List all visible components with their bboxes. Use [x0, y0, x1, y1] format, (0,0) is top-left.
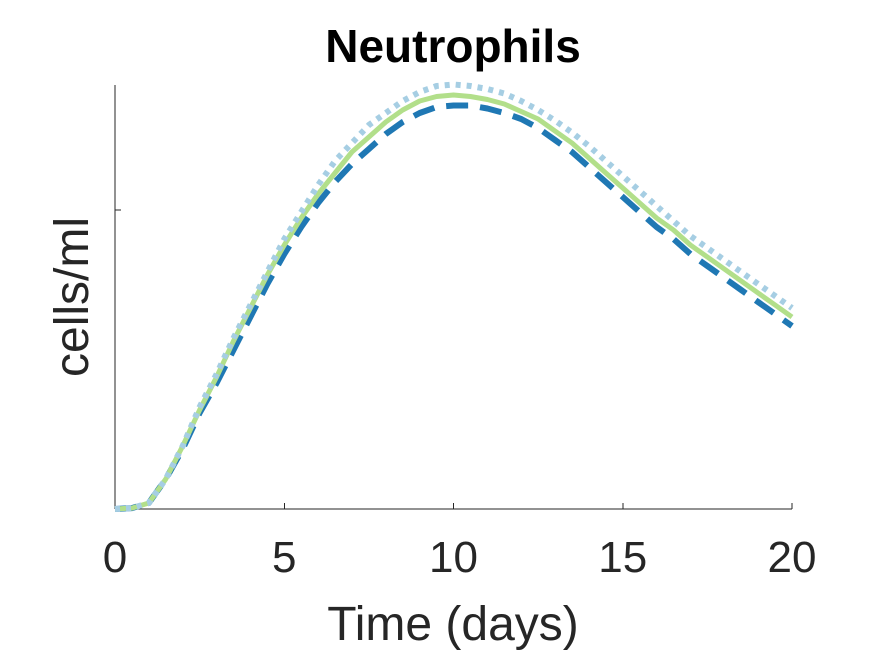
- chart-title: Neutrophils: [325, 20, 581, 72]
- x-tick-label: 0: [103, 533, 127, 582]
- x-tick-label: 15: [598, 533, 647, 582]
- x-tick-label: 20: [768, 533, 817, 582]
- axis-ticks: 0 5 10 15 20: [103, 209, 817, 582]
- x-tick-label: 10: [429, 533, 478, 582]
- plot-area: [114, 81, 794, 512]
- x-axis-label: Time (days): [327, 598, 579, 651]
- series-line-3: [114, 81, 794, 512]
- series-line-1: [114, 102, 794, 512]
- series-line-2: [114, 92, 794, 512]
- x-tick-label: 5: [272, 533, 296, 582]
- y-axis-label: cells/ml: [46, 217, 99, 377]
